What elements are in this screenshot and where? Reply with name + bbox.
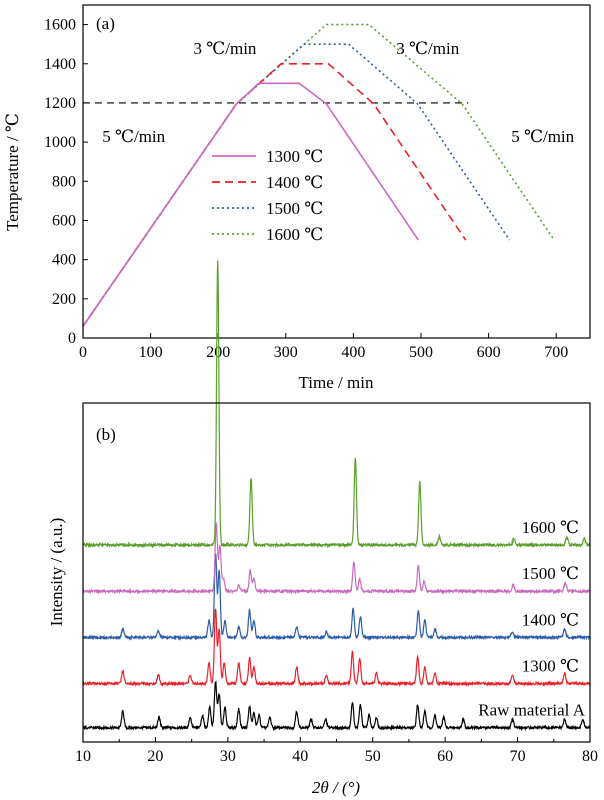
panel-a-xtick-label: 300 [274, 344, 298, 361]
panel-a-ytick-label: 600 [52, 212, 76, 229]
panel-a-ytick-label: 400 [52, 252, 76, 269]
series-line-1300 [82, 82, 419, 327]
panel-a-ytick-label: 0 [68, 330, 76, 347]
xrd-pattern [82, 553, 591, 641]
panel-a-legend: 1300 ℃ 1400 ℃ 1500 ℃ 1600 ℃ [212, 147, 323, 244]
panel-a-chart: 0 100 200 300 400 500 600 700020040060080010001… [3, 4, 591, 392]
panel-b-xtick-label: 40 [292, 748, 308, 765]
panel-a-xtick-label: 500 [409, 344, 433, 361]
panel-b-xtick-label: 80 [582, 748, 598, 765]
panel-a-ytick-label: 1400 [44, 56, 76, 73]
panel-a-xtick-label: 100 [139, 344, 163, 361]
rate-annotation: 5 ℃/min [511, 127, 574, 146]
rate-annotation: 3 ℃/min [193, 39, 256, 58]
panel-a-xtick-label: 600 [477, 344, 501, 361]
panel-a-ytick-label: 800 [52, 173, 76, 190]
legend-entry: 1600 ℃ [266, 225, 323, 244]
legend-entry: 1300 ℃ [266, 147, 323, 166]
xrd-pattern [82, 608, 591, 688]
xrd-pattern-label: Raw material A [478, 701, 585, 720]
panel-b-xtick-label: 60 [437, 748, 453, 765]
panel-a-ylabel: Temperature / ℃ [3, 113, 22, 231]
panel-b-chart: 10 20 30 40 50 60 70 80 (b) 2θ / (°) Intensity … [47, 260, 598, 797]
panel-b-label: (b) [96, 425, 116, 444]
panel-b-xtick-label: 20 [147, 748, 163, 765]
xrd-pattern-label: 1300 ℃ [522, 657, 579, 676]
temperature-series [82, 23, 555, 327]
legend-entry: 1400 ℃ [266, 173, 323, 192]
panel-a-ytick-label: 1000 [44, 134, 76, 151]
panel-b-xlabel-text: 2θ / (°) [312, 778, 361, 797]
rate-annotation: 5 ℃/min [102, 127, 165, 146]
panel-b-xlabel: 2θ / (°) [312, 778, 361, 797]
xrd-pattern [82, 522, 591, 595]
panel-b-xtick-label: 10 [75, 748, 91, 765]
panel-b-xtick-label: 50 [365, 748, 381, 765]
legend-entry: 1500 ℃ [266, 199, 323, 218]
xrd-pattern-label: 1500 ℃ [522, 564, 579, 583]
panel-b-xtick-label: 30 [220, 748, 236, 765]
xrd-series [82, 260, 591, 732]
panel-a-xlabel: Time / min [299, 373, 374, 392]
xrd-pattern-label: 1600 ℃ [522, 518, 579, 537]
panel-a-label: (a) [96, 14, 115, 33]
panel-a-xtick-label: 700 [544, 344, 568, 361]
rate-annotation: 3 ℃/min [396, 39, 459, 58]
panel-b-xtick-label: 70 [510, 748, 526, 765]
panel-a-xtick-label: 400 [341, 344, 365, 361]
panel-a-ytick-label: 1200 [44, 95, 76, 112]
xrd-pattern [82, 260, 591, 549]
panel-a-ytick-label: 200 [52, 291, 76, 308]
panel-a-frame [82, 4, 591, 339]
panel-a-xtick-label: 0 [79, 344, 87, 361]
xrd-pattern-label: 1400 ℃ [522, 610, 579, 629]
panel-b-frame [82, 402, 591, 743]
panel-b-ylabel: Intensity / (a.u.) [47, 518, 66, 627]
panel-a-ytick-label: 1600 [44, 17, 76, 34]
xrd-pattern [82, 680, 591, 732]
